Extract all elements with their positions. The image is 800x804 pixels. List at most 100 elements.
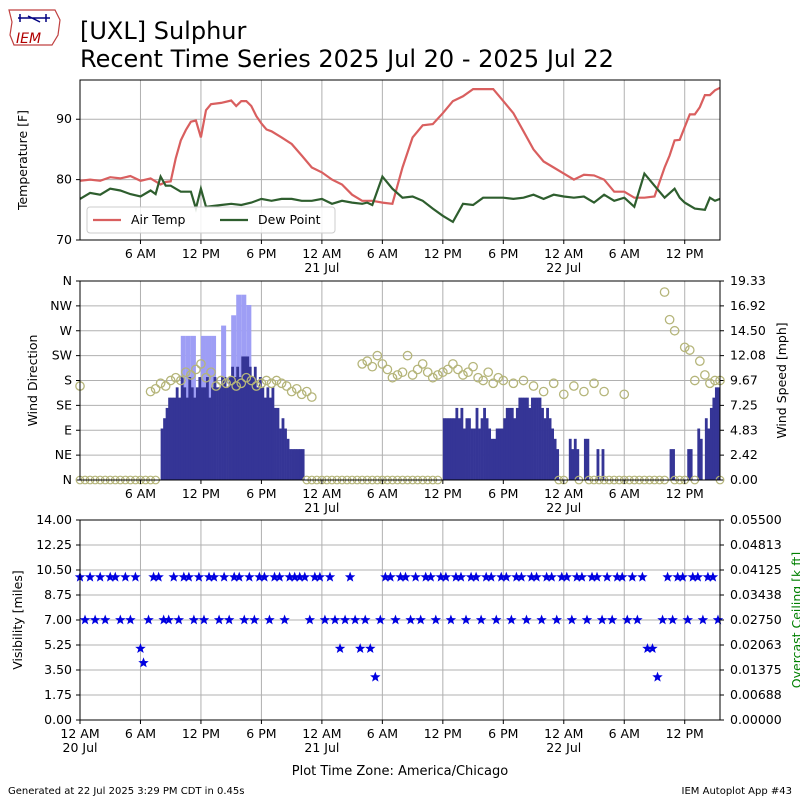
visibility-marker	[178, 571, 189, 582]
visibility-marker	[254, 571, 265, 582]
visibility-marker	[168, 571, 179, 582]
wind-speed-bar	[276, 407, 280, 480]
wind-speed-bar	[480, 418, 484, 480]
y-tick-label: 8.75	[44, 587, 72, 602]
x-tick-label: 12 AM	[60, 726, 99, 741]
visibility-marker	[677, 571, 688, 582]
wind-direction-marker	[468, 361, 478, 372]
wind-speed-bar	[541, 407, 544, 480]
wind-direction-marker	[538, 386, 549, 397]
visibility-marker	[637, 571, 648, 582]
wind-speed-bar	[468, 418, 471, 480]
wind-speed-bar	[261, 387, 265, 480]
y-tick-label: E	[64, 422, 72, 437]
generated-footer: Generated at 22 Jul 2025 3:29 PM CDT in …	[8, 786, 244, 797]
wind-direction-marker	[196, 359, 206, 369]
wind-direction-marker	[528, 381, 539, 391]
wind-direction-marker	[448, 359, 458, 369]
wind-speed-bar	[462, 428, 466, 480]
x-day-label: 21 Jul	[304, 260, 339, 275]
x-tick-label: 6 PM	[246, 246, 276, 261]
wind-speed-bar	[689, 449, 693, 480]
visibility-marker	[682, 614, 693, 625]
visibility-panel: 0.00 1.75 3.50 5.25 7.00 8.75 10.50 12.25 14.00 0…	[10, 512, 800, 755]
wind-speed-bar	[672, 449, 675, 480]
visibility-marker	[173, 614, 184, 625]
visibility-marker	[667, 614, 678, 625]
visibility-marker	[430, 614, 441, 625]
y-tick-label: NE	[55, 447, 72, 462]
visibility-marker	[622, 614, 633, 625]
wind-direction-marker	[710, 375, 720, 386]
visibility-marker	[229, 571, 240, 582]
wind-direction-marker	[488, 378, 499, 389]
wind-direction-marker	[206, 367, 216, 378]
visibility-marker	[405, 614, 416, 625]
series-line-air-temp	[79, 86, 721, 206]
wind-direction-marker	[599, 386, 609, 397]
visibility-marker	[223, 614, 235, 625]
wind-speed-bar	[168, 397, 172, 480]
visibility-marker	[309, 571, 321, 582]
wind-speed-bar	[536, 397, 539, 480]
wind-direction-marker	[186, 370, 196, 380]
wind-speed-bar	[510, 407, 514, 480]
wind-direction-marker	[407, 370, 418, 380]
visibility-marker	[576, 571, 588, 582]
wind-speed-bar	[195, 387, 199, 480]
wind-speed-bar	[553, 438, 557, 480]
wind-direction-marker	[165, 375, 176, 386]
visibility-marker	[415, 614, 426, 625]
wind-speed-bar	[246, 356, 250, 480]
wind-speed-bar	[551, 428, 555, 480]
y2-tick-label: 0.04813	[730, 537, 782, 552]
visibility-marker	[647, 643, 658, 653]
wind-panel: N NE E SE S SW W NW N 0.00 2.42 4.83 7.25 9.67 12.08 14…	[25, 273, 789, 515]
wind-direction-marker	[589, 378, 599, 389]
wind-speed-bar	[707, 428, 711, 480]
visibility-marker	[501, 571, 512, 582]
y2-tick-label: 9.67	[730, 373, 758, 388]
visibility-marker	[390, 614, 401, 625]
visibility-marker	[370, 671, 381, 682]
visibility-marker	[687, 571, 698, 582]
wind-speed-bar	[205, 377, 209, 480]
x-tick-label: 12 PM	[182, 726, 220, 741]
wind-direction-marker	[150, 383, 161, 394]
plot-border	[79, 79, 721, 241]
visibility-marker	[259, 571, 270, 582]
wind-direction-marker	[372, 350, 383, 361]
visibility-marker	[491, 614, 502, 625]
visibility-marker	[556, 571, 567, 582]
wind-speed-bar	[520, 397, 524, 480]
visibility-marker	[203, 571, 215, 582]
wind-speed-bar	[525, 397, 529, 480]
y-tick-label: 7.00	[44, 612, 72, 627]
y-tick-label: 70	[56, 232, 72, 247]
visibility-marker	[662, 571, 673, 582]
x-tick-label: 12 PM	[424, 246, 462, 261]
wind-speed-bar	[183, 387, 187, 480]
wind-speed-bar	[279, 428, 282, 480]
y2-tick-label: 0.02063	[730, 637, 782, 652]
visibility-marker	[642, 643, 653, 653]
wind-speed-bar	[294, 449, 297, 480]
wind-direction-marker	[458, 370, 468, 380]
visibility-marker	[455, 571, 467, 582]
wind-direction-marker	[478, 375, 488, 386]
wind-speed-bar	[493, 438, 497, 480]
wind-direction-marker	[281, 381, 292, 391]
wind-speed-bar	[583, 438, 587, 480]
wind-speed-bar	[465, 418, 469, 480]
wind-direction-marker	[271, 375, 282, 386]
legend: Air Temp Dew Point	[86, 206, 336, 234]
visibility-marker	[188, 614, 200, 625]
visibility-marker	[586, 571, 598, 582]
wind-direction-marker	[498, 375, 509, 386]
visibility-marker	[314, 571, 326, 582]
logo-text: IEM	[16, 31, 41, 47]
visibility-marker	[712, 614, 724, 625]
y-axis-label: Visibility [miles]	[10, 570, 25, 669]
wind-direction-marker	[700, 370, 710, 380]
wind-direction-marker	[392, 370, 403, 380]
